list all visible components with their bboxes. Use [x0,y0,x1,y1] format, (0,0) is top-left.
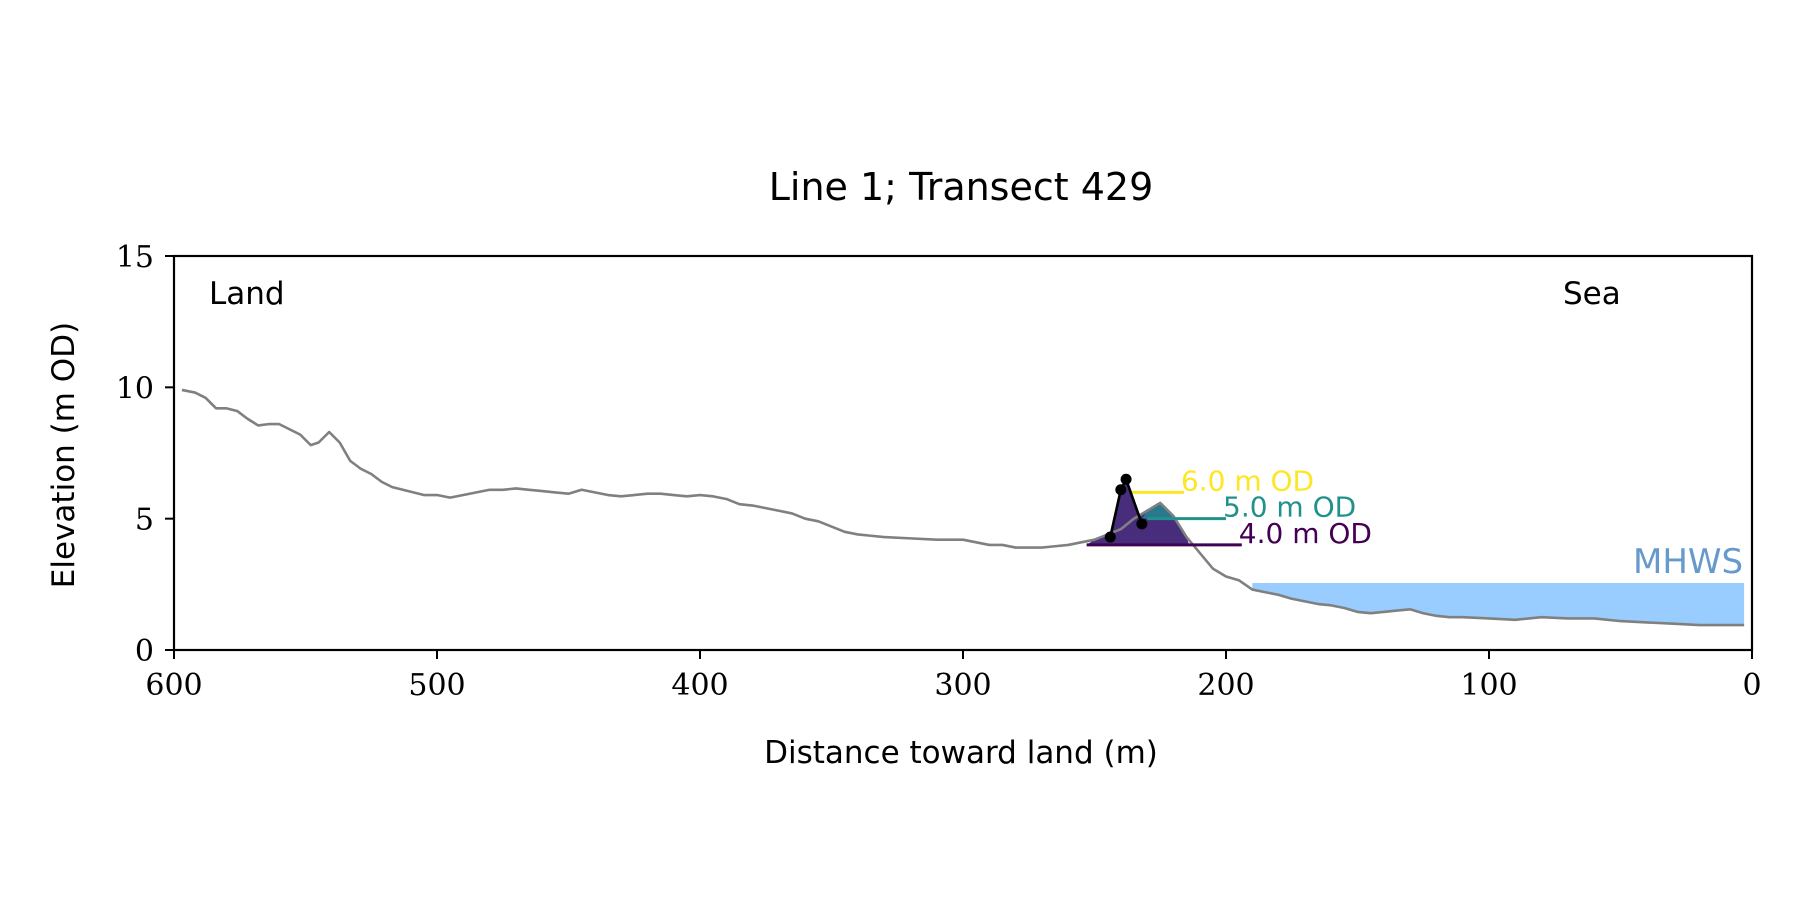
elevation-profile-line [181,388,1745,627]
dune-marker-line [1109,475,1144,538]
dune-marker-point [1136,518,1148,530]
dune-marker-point [1120,473,1132,485]
x-tick-label: 400 [671,668,728,703]
y-tick-label: 10 [116,371,154,406]
x-tick-label: 500 [408,668,465,703]
dune-marker-point [1104,531,1116,543]
land-label: Land [209,276,285,312]
x-tick-label: 0 [1742,668,1761,703]
x-tick-label: 600 [145,668,202,703]
sea-label: Sea [1563,276,1621,312]
y-tick-label: 15 [116,240,154,275]
dune-crest-area [1105,479,1142,545]
x-tick-label: 300 [934,668,991,703]
x-axis-label: Distance toward land (m) [764,735,1158,771]
x-tick-label: 200 [1197,668,1254,703]
mhws-water-area [1252,583,1745,626]
level-label-4m: 4.0 m OD [1239,517,1372,550]
text-layer: Line 1; Transect 429 Distance toward lan… [46,165,1762,771]
x-tick-label: 100 [1460,668,1517,703]
y-tick-label: 0 [135,634,154,669]
mhws-label: MHWS [1633,542,1743,582]
dune-marker-point [1115,484,1127,496]
line-layer [181,388,1745,627]
dune-area-5m [1141,502,1177,519]
level-label-6m: 6.0 m OD [1181,464,1314,497]
y-axis-label: Elevation (m OD) [46,322,82,588]
level-label-5m: 5.0 m OD [1223,491,1356,524]
y-tick-label: 5 [135,503,154,538]
chart-title: Line 1; Transect 429 [769,165,1154,209]
axes-layer [165,254,1754,659]
